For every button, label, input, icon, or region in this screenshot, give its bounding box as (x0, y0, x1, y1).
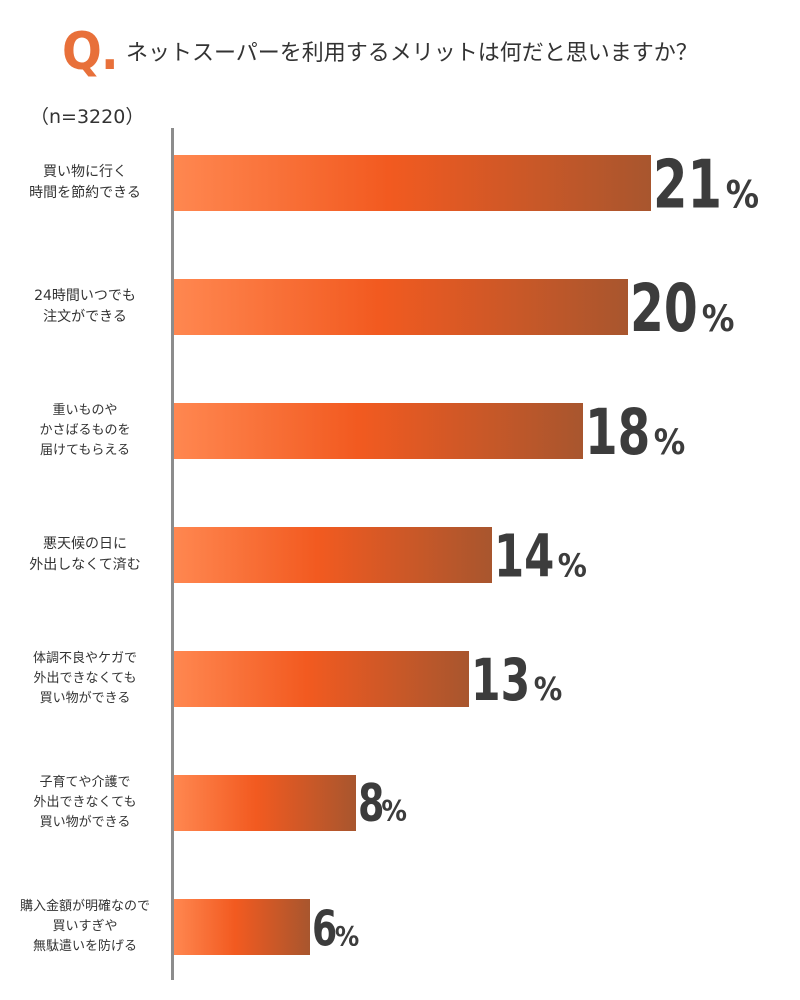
question-title: ネットスーパーを利用するメリットは何だと思いますか？ (126, 41, 698, 66)
value-number: 21 (652, 145, 722, 224)
bar (174, 279, 628, 335)
value-label: 21% (653, 151, 759, 218)
y-axis-line (171, 128, 174, 980)
bar (174, 527, 492, 583)
category-label: 24時間いつでも 注文ができる (34, 288, 136, 325)
value-number: 14 (493, 521, 555, 591)
value-label: 18% (585, 401, 686, 465)
value-unit: % (557, 546, 587, 585)
value-number: 20 (630, 270, 698, 347)
value-label: 14% (493, 521, 587, 591)
category-label: 子育てや介護で 外出できなくても 買い物ができる (33, 775, 137, 830)
sample-size-label: （n=3220） (30, 106, 145, 128)
value-number: 18 (584, 395, 650, 470)
category-label: 体調不良やケガで 外出できなくても 買い物ができる (32, 651, 137, 706)
category-label: 悪天候の日に 外出しなくて済む (29, 536, 141, 573)
value-unit: % (381, 795, 407, 829)
value-label: 13% (471, 652, 562, 710)
bar (174, 403, 583, 459)
value-label: 20% (630, 276, 734, 342)
value-number: 6 (312, 899, 338, 958)
value-label: 8% (358, 779, 407, 831)
value-unit: % (533, 672, 563, 709)
category-label: 重いものや かさばるものを 届けてもらえる (39, 403, 131, 458)
category-label: 購入金額が明確なので 買いすぎや 無駄遣いを防げる (19, 899, 150, 954)
value-number: 8 (357, 774, 385, 835)
category-label: 買い物に行く 時間を節約できる (29, 164, 141, 201)
bar (174, 651, 470, 707)
value-unit: % (334, 921, 360, 953)
bar (174, 775, 356, 831)
value-label: 6% (312, 904, 359, 953)
value-unit: % (725, 173, 760, 217)
value-unit: % (701, 297, 735, 340)
bar (174, 899, 311, 955)
bar (174, 155, 651, 211)
value-number: 13 (471, 647, 531, 715)
q-mark-logo: Q. (62, 22, 119, 82)
value-unit: % (653, 423, 686, 464)
